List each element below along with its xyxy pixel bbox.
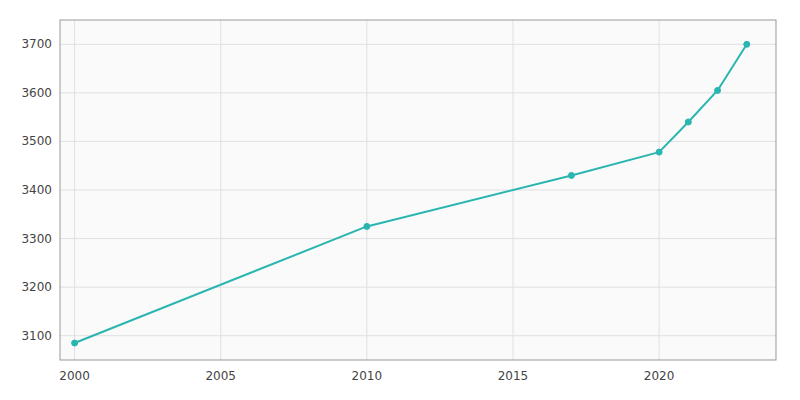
point bbox=[656, 149, 662, 155]
point bbox=[715, 87, 721, 93]
point bbox=[364, 223, 370, 229]
plot-frame bbox=[60, 20, 776, 360]
x-tick-label: 2010 bbox=[352, 369, 383, 383]
y-grid-line bbox=[60, 92, 776, 93]
x-tick-label: 2000 bbox=[59, 369, 90, 383]
y-tick-label: 3300 bbox=[21, 232, 52, 246]
y-tick-label: 3200 bbox=[21, 280, 52, 294]
y-grid-line bbox=[60, 287, 776, 288]
y-tick-label: 3100 bbox=[21, 329, 52, 343]
data-area bbox=[72, 41, 750, 346]
y-grid-line bbox=[60, 44, 776, 45]
y-tick-label: 3600 bbox=[21, 86, 52, 100]
y-tick-label: 3700 bbox=[21, 37, 52, 51]
chart-svg: 2000 2005 2010 2015 2020 3100 3200 3300 3400 3500… bbox=[0, 0, 800, 400]
y-tick-label: 3500 bbox=[21, 134, 52, 148]
grid bbox=[60, 20, 776, 360]
point bbox=[568, 172, 574, 178]
y-grid-line bbox=[60, 238, 776, 239]
line bbox=[75, 44, 747, 343]
point bbox=[744, 41, 750, 47]
y-tick-label: 3400 bbox=[21, 183, 52, 197]
plot-background bbox=[60, 20, 776, 360]
x-tick-label: 2005 bbox=[205, 369, 236, 383]
point bbox=[685, 119, 691, 125]
y-grid-line bbox=[60, 335, 776, 336]
y-grid-line bbox=[60, 190, 776, 191]
point bbox=[72, 340, 78, 346]
x-tick-label: 2020 bbox=[644, 369, 675, 383]
chart-container: 2000 2005 2010 2015 2020 3100 3200 3300 3400 3500… bbox=[0, 0, 800, 400]
x-tick-label: 2015 bbox=[498, 369, 529, 383]
